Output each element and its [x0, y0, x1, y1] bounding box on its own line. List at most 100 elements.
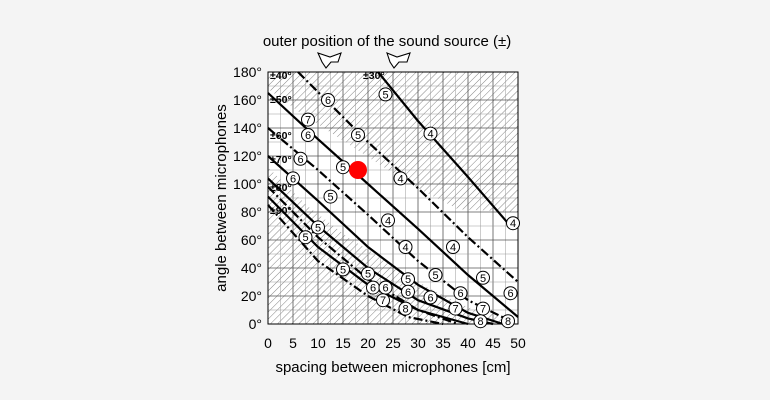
- red-marker: [349, 161, 367, 179]
- circle-label-text: 8: [402, 304, 408, 316]
- circle-label-ring: [381, 213, 395, 228]
- circle-label-text: 6: [290, 173, 296, 185]
- circle-label: 6: [366, 280, 380, 295]
- circle-label: 5: [476, 270, 490, 285]
- circle-label-text: 5: [405, 274, 411, 286]
- position-marker: [349, 161, 367, 179]
- x-tick-label: 35: [435, 335, 451, 351]
- circle-label-text: 7: [452, 304, 458, 316]
- circle-label-text: 6: [370, 283, 376, 295]
- circle-label-ring: [423, 290, 438, 305]
- circle-label-ring: [323, 189, 338, 204]
- x-tick-label: 5: [289, 335, 297, 351]
- series-line-7: [297, 71, 519, 283]
- source-angle-label: ±70°: [270, 154, 292, 166]
- circle-label: 7: [448, 301, 463, 316]
- circle-label-ring: [506, 216, 520, 231]
- y-tick-label: 20°: [241, 288, 262, 304]
- circle-label-text: 4: [385, 215, 391, 227]
- circle-label-text: 7: [480, 304, 486, 316]
- circle-label-text: 6: [382, 283, 388, 295]
- x-axis-label: spacing between microphones [cm]: [275, 359, 510, 376]
- source-angle-label: ±90°: [270, 205, 292, 217]
- circle-label-text: 4: [397, 173, 403, 185]
- circle-label-ring: [376, 293, 390, 308]
- circle-label-text: 7: [380, 295, 386, 307]
- circle-label-text: 6: [457, 288, 463, 300]
- circle-label-text: 4: [450, 242, 456, 254]
- circle-label: 6: [453, 286, 468, 301]
- circle-label: 6: [401, 284, 415, 299]
- circle-label: 8: [501, 314, 515, 329]
- y-tick-label: 160°: [233, 92, 262, 108]
- circle-label-text: 4: [402, 242, 408, 254]
- arrow-left-icon: [316, 52, 342, 69]
- circle-label: 5: [428, 268, 443, 282]
- source-angle-label: ±80°: [270, 182, 292, 194]
- circle-label: 5: [401, 272, 415, 287]
- circle-label: 5: [336, 160, 350, 175]
- circle-label: 8: [473, 314, 488, 329]
- circle-label: 7: [301, 112, 315, 127]
- circle-label-ring: [448, 301, 463, 316]
- arrow-right-icon: [386, 52, 411, 69]
- y-tick-label: 180°: [233, 64, 262, 80]
- circle-label: 5: [311, 220, 325, 235]
- series-line-4: [267, 155, 504, 326]
- series-line-5: [267, 127, 509, 321]
- circle-label: 6: [503, 286, 518, 301]
- circle-label: 5: [378, 87, 393, 102]
- circle-label-ring: [301, 112, 315, 127]
- circle-label-ring: [473, 314, 488, 329]
- circle-label-ring: [393, 171, 408, 186]
- series-line-8: [377, 71, 509, 224]
- circle-label: 6: [286, 171, 300, 186]
- circle-label-ring: [401, 284, 415, 299]
- x-tick-label: 30: [410, 335, 426, 351]
- circle-label-text: 6: [325, 95, 331, 107]
- circle-label: 6: [301, 128, 315, 142]
- circle-label-text: 5: [382, 89, 388, 101]
- series-line-1: [267, 204, 444, 326]
- y-tick-label: 80°: [241, 204, 262, 220]
- circle-label-ring: [311, 220, 325, 235]
- circle-label-text: 8: [505, 316, 511, 328]
- circle-label-text: 5: [302, 232, 308, 244]
- y-tick-label: 40°: [241, 260, 262, 276]
- circle-label-text: 8: [477, 316, 483, 328]
- x-tick-label: 20: [360, 335, 376, 351]
- circle-label: 6: [293, 151, 308, 166]
- x-tick-label: 45: [485, 335, 501, 351]
- circle-label: 6: [378, 280, 393, 295]
- circle-label: 5: [336, 262, 350, 277]
- circle-label: 6: [321, 93, 335, 107]
- y-tick-label: 100°: [233, 176, 262, 192]
- source-angle-label: ±50°: [270, 94, 292, 106]
- circle-label-ring: [503, 286, 518, 301]
- circle-label: 7: [476, 301, 490, 316]
- x-tick-label: 40: [460, 335, 476, 351]
- circle-label-text: 5: [327, 192, 333, 204]
- circle-label-text: 6: [405, 287, 411, 299]
- x-tick-label: 50: [510, 335, 526, 351]
- circle-label-text: 5: [355, 130, 361, 142]
- chart-title: outer position of the sound source (±): [263, 33, 511, 50]
- circle-label: 8: [398, 301, 413, 316]
- y-tick-label: 0°: [249, 316, 262, 332]
- circle-label: 4: [423, 126, 438, 141]
- circle-label: 4: [393, 171, 408, 186]
- circle-label-ring: [423, 126, 438, 141]
- circle-label-text: 6: [507, 288, 513, 300]
- circle-label-ring: [398, 301, 413, 316]
- circle-label-ring: [453, 286, 468, 301]
- circle-label-text: 6: [305, 130, 311, 142]
- circle-label: 7: [376, 293, 390, 308]
- circle-label-ring: [361, 266, 375, 281]
- circle-label-text: 7: [305, 115, 311, 127]
- circle-label-ring: [298, 230, 313, 245]
- circle-label-text: 5: [365, 269, 371, 281]
- x-tick-label: 25: [385, 335, 401, 351]
- circle-label-ring: [446, 240, 460, 254]
- source-angle-labels: ±30° ±40° ±50° ±60° ±70° ±80° ±90°: [270, 70, 385, 217]
